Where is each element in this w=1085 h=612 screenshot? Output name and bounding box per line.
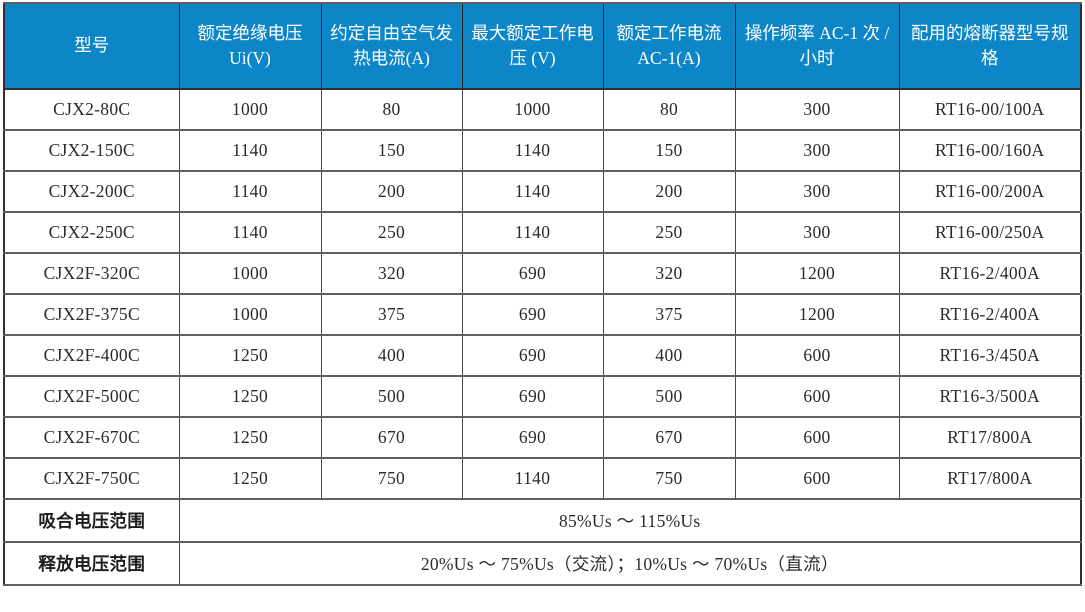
value-cell: 600: [734, 334, 900, 377]
model-cell: CJX2F-750C: [3, 457, 180, 500]
value-cell: 690: [461, 293, 604, 336]
value-cell: 250: [320, 211, 463, 254]
model-cell: CJX2F-400C: [3, 334, 180, 377]
value-cell: 80: [602, 88, 736, 131]
value-cell: 1250: [178, 457, 322, 500]
value-cell: 400: [602, 334, 736, 377]
table-row: CJX2F-750C 1250 750 1140 750 600 RT17/800A: [3, 457, 1082, 500]
model-cell: CJX2F-375C: [3, 293, 180, 336]
model-cell: CJX2F-320C: [3, 252, 180, 295]
value-cell: RT16-00/250A: [898, 211, 1082, 254]
footer-row: 释放电压范围 20%Us ～ 75%Us（交流）；10%Us ～ 70%Us（直流…: [3, 541, 1082, 586]
value-cell: 375: [602, 293, 736, 336]
table-body: CJX2-80C 1000 80 1000 80 300 RT16-00/100A CJX2-…: [3, 88, 1082, 586]
value-cell: 670: [320, 416, 463, 459]
value-cell: 320: [602, 252, 736, 295]
model-cell: CJX2-150C: [3, 129, 180, 172]
table-row: CJX2F-400C 1250 400 690 400 600 RT16-3/450A: [3, 334, 1082, 377]
value-cell: 1140: [461, 129, 604, 172]
value-cell: 300: [734, 88, 900, 131]
value-cell: 600: [734, 457, 900, 500]
value-cell: 1140: [178, 129, 322, 172]
value-cell: 300: [734, 129, 900, 172]
value-cell: 500: [320, 375, 463, 418]
value-cell: 1140: [461, 170, 604, 213]
value-cell: 600: [734, 416, 900, 459]
table-row: CJX2F-500C 1250 500 690 500 600 RT16-3/500A: [3, 375, 1082, 418]
value-cell: 750: [602, 457, 736, 500]
value-cell: RT16-2/400A: [898, 252, 1082, 295]
model-cell: CJX2-200C: [3, 170, 180, 213]
value-cell: 250: [602, 211, 736, 254]
table-row: CJX2-200C 1140 200 1140 200 300 RT16-00/200A: [3, 170, 1082, 213]
footer-value-cell: 85%Us ～ 115%Us: [178, 498, 1082, 543]
value-cell: 150: [602, 129, 736, 172]
contactor-spec-table: 型号 额定绝缘电压 Ui(V) 约定自由空气发热电流(A) 最大额定工作电压 (V) 额…: [3, 2, 1082, 586]
value-cell: 690: [461, 334, 604, 377]
value-cell: 670: [602, 416, 736, 459]
value-cell: 320: [320, 252, 463, 295]
value-cell: 690: [461, 375, 604, 418]
value-cell: 1140: [461, 457, 604, 500]
value-cell: RT16-00/200A: [898, 170, 1082, 213]
value-cell: 300: [734, 211, 900, 254]
value-cell: 300: [734, 170, 900, 213]
header-cell-1: 额定绝缘电压 Ui(V): [178, 2, 322, 90]
value-cell: 690: [461, 416, 604, 459]
model-cell: CJX2F-500C: [3, 375, 180, 418]
table-row: CJX2-80C 1000 80 1000 80 300 RT16-00/100A: [3, 88, 1082, 131]
header-cell-6: 配用的熔断器型号规格: [898, 2, 1082, 90]
header-cell-5: 操作频率 AC-1 次 / 小时: [734, 2, 900, 90]
value-cell: 400: [320, 334, 463, 377]
table-row: CJX2F-320C 1000 320 690 320 1200 RT16-2/400A: [3, 252, 1082, 295]
value-cell: 200: [602, 170, 736, 213]
header-cell-3: 最大额定工作电压 (V): [461, 2, 604, 90]
value-cell: RT16-00/160A: [898, 129, 1082, 172]
value-cell: 1140: [461, 211, 604, 254]
table-row: CJX2F-375C 1000 375 690 375 1200 RT16-2/400A: [3, 293, 1082, 336]
footer-row: 吸合电压范围 85%Us ～ 115%Us: [3, 498, 1082, 543]
model-cell: CJX2-80C: [3, 88, 180, 131]
value-cell: 1250: [178, 334, 322, 377]
header-row: 型号 额定绝缘电压 Ui(V) 约定自由空气发热电流(A) 最大额定工作电压 (V) 额…: [3, 2, 1082, 90]
value-cell: 200: [320, 170, 463, 213]
footer-value-cell: 20%Us ～ 75%Us（交流）；10%Us ～ 70%Us（直流）: [178, 541, 1082, 586]
footer-label-cell: 释放电压范围: [3, 541, 180, 586]
value-cell: 750: [320, 457, 463, 500]
footer-label-cell: 吸合电压范围: [3, 498, 180, 543]
value-cell: 1000: [178, 293, 322, 336]
value-cell: 150: [320, 129, 463, 172]
value-cell: 80: [320, 88, 463, 131]
value-cell: RT16-3/500A: [898, 375, 1082, 418]
value-cell: 500: [602, 375, 736, 418]
value-cell: 1140: [178, 211, 322, 254]
header-cell-2: 约定自由空气发热电流(A): [320, 2, 463, 90]
value-cell: RT17/800A: [898, 416, 1082, 459]
header-cell-0: 型号: [3, 2, 180, 90]
value-cell: 1200: [734, 252, 900, 295]
table-row: CJX2-150C 1140 150 1140 150 300 RT16-00/160A: [3, 129, 1082, 172]
model-cell: CJX2-250C: [3, 211, 180, 254]
value-cell: 1000: [178, 252, 322, 295]
value-cell: RT16-3/450A: [898, 334, 1082, 377]
table-header: 型号 额定绝缘电压 Ui(V) 约定自由空气发热电流(A) 最大额定工作电压 (V) 额…: [3, 2, 1082, 90]
value-cell: RT16-00/100A: [898, 88, 1082, 131]
value-cell: 1200: [734, 293, 900, 336]
value-cell: 1000: [178, 88, 322, 131]
table-row: CJX2-250C 1140 250 1140 250 300 RT16-00/250A: [3, 211, 1082, 254]
value-cell: 1000: [461, 88, 604, 131]
header-cell-4: 额定工作电流 AC-1(A): [602, 2, 736, 90]
value-cell: 690: [461, 252, 604, 295]
table-row: CJX2F-670C 1250 670 690 670 600 RT17/800A: [3, 416, 1082, 459]
value-cell: RT17/800A: [898, 457, 1082, 500]
value-cell: 1250: [178, 416, 322, 459]
value-cell: 1250: [178, 375, 322, 418]
value-cell: 375: [320, 293, 463, 336]
model-cell: CJX2F-670C: [3, 416, 180, 459]
value-cell: 1140: [178, 170, 322, 213]
value-cell: RT16-2/400A: [898, 293, 1082, 336]
value-cell: 600: [734, 375, 900, 418]
